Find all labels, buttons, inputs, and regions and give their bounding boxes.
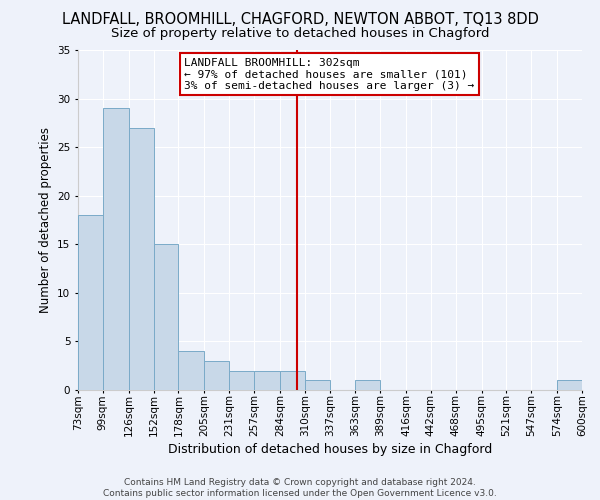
- Bar: [280, 370, 305, 390]
- Text: LANDFALL, BROOMHILL, CHAGFORD, NEWTON ABBOT, TQ13 8DD: LANDFALL, BROOMHILL, CHAGFORD, NEWTON AB…: [62, 12, 538, 28]
- Bar: [305, 380, 331, 390]
- Text: Contains HM Land Registry data © Crown copyright and database right 2024.
Contai: Contains HM Land Registry data © Crown c…: [103, 478, 497, 498]
- Bar: [204, 361, 229, 390]
- Bar: [103, 108, 128, 390]
- Text: LANDFALL BROOMHILL: 302sqm
← 97% of detached houses are smaller (101)
3% of semi: LANDFALL BROOMHILL: 302sqm ← 97% of deta…: [184, 58, 475, 91]
- Bar: [557, 380, 582, 390]
- Text: Size of property relative to detached houses in Chagford: Size of property relative to detached ho…: [111, 28, 489, 40]
- Y-axis label: Number of detached properties: Number of detached properties: [38, 127, 52, 313]
- Bar: [78, 215, 103, 390]
- Bar: [229, 370, 254, 390]
- Bar: [154, 244, 178, 390]
- Bar: [178, 351, 204, 390]
- X-axis label: Distribution of detached houses by size in Chagford: Distribution of detached houses by size …: [168, 443, 492, 456]
- Bar: [355, 380, 380, 390]
- Bar: [128, 128, 154, 390]
- Bar: [254, 370, 280, 390]
